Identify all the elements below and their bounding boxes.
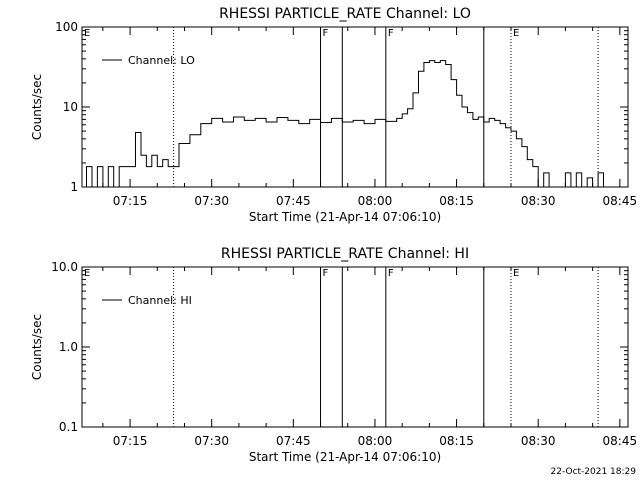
- x-axis-label: Start Time (21-Apr-14 07:06:10): [249, 450, 441, 464]
- x-tick-label: 08:45: [603, 194, 638, 208]
- x-tick-label: 08:30: [521, 194, 556, 208]
- y-tick-label: 0.1: [59, 420, 78, 434]
- series-line: [82, 60, 604, 188]
- x-axis-label: Start Time (21-Apr-14 07:06:10): [249, 210, 441, 224]
- y-tick-label: 10.0: [51, 260, 78, 274]
- x-tick-label: 08:15: [439, 194, 474, 208]
- legend-label: Channel: HI: [128, 294, 192, 307]
- event-marker-label: E: [84, 28, 90, 39]
- x-tick-label: 07:30: [194, 434, 229, 448]
- event-marker-label: E: [513, 268, 519, 279]
- legend-label: Channel: LO: [128, 54, 195, 67]
- x-tick-label: 08:00: [358, 194, 393, 208]
- y-tick-label: 1.0: [59, 340, 78, 354]
- y-tick-label: 100: [55, 20, 78, 34]
- x-tick-label: 07:45: [276, 434, 311, 448]
- chart-title: RHESSI PARTICLE_RATE Channel: HI: [221, 246, 469, 262]
- x-tick-label: 07:45: [276, 194, 311, 208]
- event-marker-label: F: [323, 268, 329, 279]
- event-marker-label: E: [84, 268, 90, 279]
- x-tick-label: 07:15: [113, 434, 148, 448]
- chart-panels: RHESSI PARTICLE_RATE Channel: LO 1 10 100 07…: [30, 6, 637, 464]
- x-tick-label: 08:15: [439, 434, 474, 448]
- x-tick-label: 07:30: [194, 194, 229, 208]
- event-marker-label: F: [323, 28, 329, 39]
- chart-panel-1: RHESSI PARTICLE_RATE Channel: LO 1 10 100 07…: [30, 6, 637, 224]
- x-tick-label: 08:30: [521, 434, 556, 448]
- x-tick-label: 08:45: [603, 434, 638, 448]
- chart-title: RHESSI PARTICLE_RATE Channel: LO: [219, 6, 471, 22]
- chart-panel-2: RHESSI PARTICLE_RATE Channel: HI 0.1 1.0 10…: [30, 246, 637, 464]
- y-tick-label: 1: [70, 180, 78, 194]
- y-axis-label: Counts/sec: [30, 314, 44, 380]
- y-axis-label: Counts/sec: [30, 74, 44, 140]
- y-tick-label: 10: [63, 100, 78, 114]
- event-marker-label: E: [513, 28, 519, 39]
- event-marker-label: F: [388, 28, 394, 39]
- x-tick-label: 08:00: [358, 434, 393, 448]
- x-tick-label: 07:15: [113, 194, 148, 208]
- date-stamp: 22-Oct-2021 18:29: [551, 467, 637, 477]
- event-marker-label: F: [388, 268, 394, 279]
